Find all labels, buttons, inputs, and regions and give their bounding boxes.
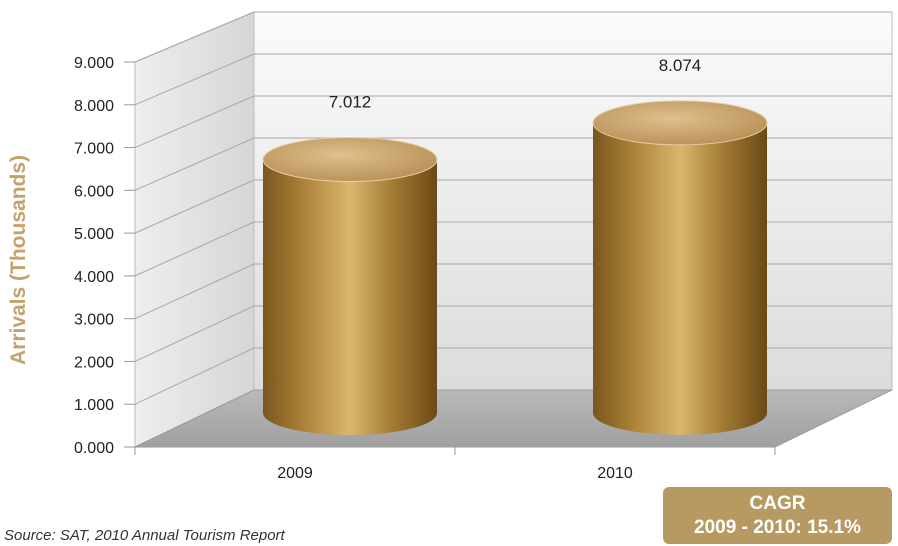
floor [134,389,893,448]
gridline-side [134,95,255,149]
cagr-title: CAGR [749,492,806,514]
gridline-side [134,137,255,191]
bar-2009 [262,136,438,435]
bar-2010 [592,100,768,435]
y-tick-label: 3.000 [74,312,114,329]
data-label-2010: 8.074 [659,56,702,75]
bar-top [262,136,438,182]
bar-body [263,159,437,435]
gridline-side [134,179,255,234]
y-tick-label: 7.000 [74,141,114,158]
data-label-2009: 7.012 [329,92,372,111]
y-tick-label: 6.000 [74,183,114,200]
gridline-side [134,305,255,362]
bar-body [593,122,767,435]
y-tick-label: 9.000 [74,55,114,72]
gridline-side [134,263,255,320]
bar-top [592,100,768,146]
gridline-side [134,347,255,405]
y-tick-label: 5.000 [74,226,114,243]
y-tick-label: 4.000 [74,269,114,286]
gridline-side [134,53,255,106]
x-tick-label: 2009 [277,465,313,482]
y-tick-label: 1.000 [74,397,114,414]
cagr-badge: CAGR 2009 - 2010: 15.1% [663,487,892,544]
side-wall [134,11,255,448]
source-note: Source: SAT, 2010 Annual Tourism Report [4,527,285,544]
y-tick-label: 0.000 [74,440,114,457]
y-tick-label: 8.000 [74,98,114,115]
y-tick-label: 2.000 [74,354,114,371]
y-axis-label-wrap: Arrivals (Thousands) [4,60,34,460]
gridline-side [134,11,255,63]
y-axis-label: Arrivals (Thousands) [7,154,31,366]
gridline-side [134,221,255,277]
x-tick-label: 2010 [597,465,633,482]
cagr-value: 2009 - 2010: 15.1% [694,516,861,538]
